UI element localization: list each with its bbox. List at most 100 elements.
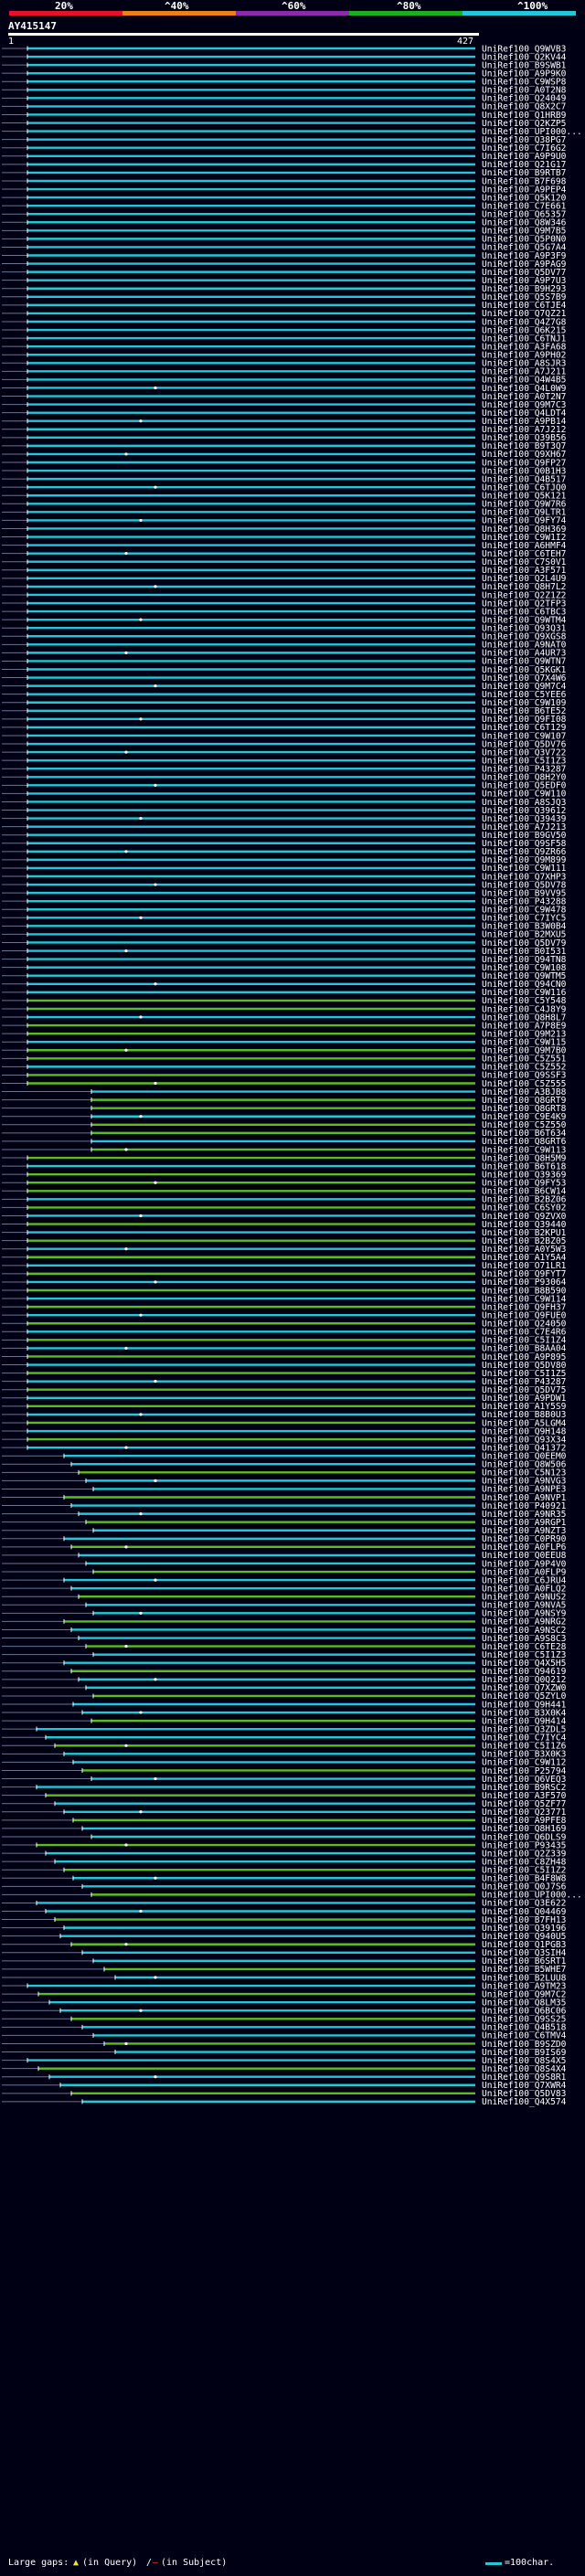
hit-label[interactable]: UniRef100_P93435	[482, 1840, 566, 1850]
hit-row[interactable]: UniRef100_Q4Z7G8	[2, 317, 567, 327]
hit-label[interactable]: UniRef100_A3F571	[482, 566, 567, 576]
hit-row[interactable]: UniRef100_B3X0K4	[2, 1708, 567, 1718]
hit-row[interactable]: UniRef100_B2LUU8	[2, 1973, 567, 1983]
hit-label[interactable]: UniRef100_Q8H7L2	[482, 582, 566, 592]
hit-row[interactable]: UniRef100_Q8X2C7	[2, 102, 567, 112]
hit-label[interactable]: UniRef100_Q5G7A4	[482, 243, 567, 253]
hit-label[interactable]: UniRef100_Q8X2C7	[482, 102, 567, 112]
hit-label[interactable]: UniRef100_B2MXU5	[482, 930, 566, 940]
hit-label[interactable]: UniRef100_B8B590	[482, 1286, 567, 1296]
hit-row[interactable]: UniRef100_Q5DV79	[2, 938, 567, 949]
hit-label[interactable]: UniRef100_C6T129	[482, 723, 567, 733]
hit-label[interactable]: UniRef100_C5I1Z3	[482, 756, 567, 766]
hit-label[interactable]: UniRef100_B7FH13	[482, 1915, 567, 1925]
hit-row[interactable]: UniRef100_A7P8E9	[2, 1021, 567, 1031]
hit-row[interactable]: UniRef100_Q6VEQ3	[2, 1775, 567, 1785]
hit-row[interactable]: UniRef100_Q5DV83	[2, 2089, 567, 2099]
hit-row[interactable]: UniRef100_C9W116	[2, 988, 567, 998]
hit-row[interactable]: UniRef100_Q9FY53	[2, 1179, 567, 1189]
hit-label[interactable]: UniRef100_Q0EEU8	[482, 1551, 567, 1561]
hit-label[interactable]: UniRef100_Q23771	[482, 1807, 567, 1818]
hit-label[interactable]: UniRef100_Q7XHP3	[482, 872, 567, 882]
hit-label[interactable]: UniRef100_P25794	[482, 1766, 567, 1776]
hit-row[interactable]: UniRef100_P43287	[2, 765, 567, 775]
hit-row[interactable]: UniRef100_B6T634	[2, 1129, 567, 1139]
hit-label[interactable]: UniRef100_Q9H414	[482, 1716, 567, 1726]
hit-row[interactable]: UniRef100_B9GV50	[2, 831, 567, 841]
hit-row[interactable]: UniRef100_Q5EDF0	[2, 781, 567, 791]
hit-label[interactable]: UniRef100_C7IYC4	[482, 1733, 567, 1744]
hit-label[interactable]: UniRef100_Q39612	[482, 806, 566, 816]
hit-row[interactable]: UniRef100_Q23771	[2, 1807, 567, 1818]
hit-row[interactable]: UniRef100_Q9S8R1	[2, 2072, 567, 2083]
hit-label[interactable]: UniRef100_B8B0U3	[482, 1410, 567, 1420]
hit-row[interactable]: UniRef100_Q4L0W9	[2, 384, 567, 394]
hit-row[interactable]: UniRef100_A9NSY9	[2, 1609, 567, 1619]
hit-row[interactable]: UniRef100_Q2Z339	[2, 1849, 567, 1859]
hit-label[interactable]: UniRef100_A7J212	[482, 425, 566, 435]
hit-row[interactable]: UniRef100_Q3ZDL5	[2, 1724, 566, 1734]
hit-row[interactable]: UniRef100_Q5K121	[2, 492, 567, 502]
hit-label[interactable]: UniRef100_A9NVP1	[482, 1493, 567, 1503]
hit-label[interactable]: UniRef100_A3BJB8	[482, 1087, 567, 1097]
hit-row[interactable]: UniRef100_Q9SS25	[2, 2015, 566, 2025]
hit-label[interactable]: UniRef100_B7F698	[482, 176, 567, 186]
hit-row[interactable]: UniRef100_A0FLQ2	[2, 1584, 566, 1594]
hit-row[interactable]: UniRef100_Q8H169	[2, 1824, 567, 1834]
hit-label[interactable]: UniRef100_C6TJE4	[482, 301, 567, 311]
hit-row[interactable]: UniRef100_A9P7U3	[2, 276, 567, 286]
hit-label[interactable]: UniRef100_Q2TFP3	[482, 599, 567, 609]
hit-label[interactable]: UniRef100_C5YEE6	[482, 690, 567, 700]
hit-label[interactable]: UniRef100_Q2KZP5	[482, 119, 566, 129]
hit-label[interactable]: UniRef100_Q9FUE0	[482, 1310, 567, 1320]
hit-row[interactable]: UniRef100_C6TNJ1	[2, 334, 567, 344]
hit-label[interactable]: UniRef100_Q41372	[482, 1443, 566, 1453]
hit-label[interactable]: UniRef100_B9IS69	[482, 2048, 567, 2058]
hit-row[interactable]: UniRef100_Q4X574	[2, 2097, 567, 2107]
hit-label[interactable]: UniRef100_Q9SF58	[482, 839, 567, 849]
hit-row[interactable]: UniRef100_A9NRG2	[2, 1617, 566, 1627]
hit-row[interactable]: UniRef100_A7J212	[2, 425, 566, 435]
hit-label[interactable]: UniRef100_Q9M7C2	[482, 1989, 566, 1999]
hit-row[interactable]: UniRef100_A9NAT0	[2, 641, 567, 651]
hit-row[interactable]: UniRef100_Q7XZW0	[2, 1683, 567, 1693]
hit-row[interactable]: UniRef100_P43288	[2, 896, 567, 906]
hit-label[interactable]: UniRef100_A9PB14	[482, 417, 567, 427]
hit-row[interactable]: UniRef100_A7J213	[2, 822, 567, 832]
hit-label[interactable]: UniRef100_A9TM23	[482, 1981, 567, 1991]
hit-label[interactable]: UniRef100_UPI000...	[482, 1891, 582, 1901]
hit-row[interactable]: UniRef100_C9WSP8	[2, 78, 567, 88]
hit-label[interactable]: UniRef100_C9E4K9	[482, 1112, 567, 1122]
hit-row[interactable]: UniRef100_C9W114	[2, 1294, 567, 1304]
hit-label[interactable]: UniRef100_Q9WTM4	[482, 615, 567, 625]
hit-row[interactable]: UniRef100_C6TEH7	[2, 549, 567, 559]
hit-label[interactable]: UniRef100_B9VV95	[482, 888, 566, 898]
hit-label[interactable]: UniRef100_Q9FY74	[482, 516, 567, 526]
hit-row[interactable]: UniRef100_Q5DV80	[2, 1361, 567, 1371]
hit-label[interactable]: UniRef100_Q6BC06	[482, 2007, 567, 2017]
hit-label[interactable]: UniRef100_Q7XWR4	[482, 2081, 567, 2091]
hit-label[interactable]: UniRef100_C7E661	[482, 201, 567, 211]
hit-label[interactable]: UniRef100_P40921	[482, 1501, 567, 1511]
hit-row[interactable]: UniRef100_C6SY02	[2, 1203, 566, 1214]
hit-label[interactable]: UniRef100_C9W114	[482, 1294, 567, 1304]
hit-row[interactable]: UniRef100_Q65357	[2, 210, 567, 220]
hit-label[interactable]: UniRef100_B3X0K4	[482, 1708, 567, 1718]
hit-row[interactable]: UniRef100_C5I1Z4	[2, 1336, 567, 1346]
hit-label[interactable]: UniRef100_B6CW14	[482, 1187, 567, 1197]
hit-label[interactable]: UniRef100_Q8H369	[482, 525, 567, 535]
hit-row[interactable]: UniRef100_C6JRU4	[2, 1575, 567, 1585]
hit-row[interactable]: UniRef100_A9PH02	[2, 351, 566, 361]
hit-label[interactable]: UniRef100_Q1PGB3	[482, 1940, 567, 1950]
hit-row[interactable]: UniRef100_B9RSC2	[2, 1783, 566, 1793]
hit-row[interactable]: UniRef100_B8AA04	[2, 1344, 567, 1354]
hit-row[interactable]: UniRef100_A7J211	[2, 367, 567, 377]
hit-label[interactable]: UniRef100_C5I1Z3	[482, 1650, 567, 1660]
hit-label[interactable]: UniRef100_Q9FI08	[482, 715, 567, 725]
hit-label[interactable]: UniRef100_Q0EEM0	[482, 1452, 567, 1462]
hit-label[interactable]: UniRef100_Q5DV83	[482, 2089, 567, 2099]
hit-row[interactable]: UniRef100_A0FLP9	[2, 1567, 567, 1577]
hit-row[interactable]: UniRef100_C9W112	[2, 1758, 566, 1768]
hit-label[interactable]: UniRef100_Q65357	[482, 210, 567, 220]
hit-label[interactable]: UniRef100_A0T2N7	[482, 392, 567, 402]
